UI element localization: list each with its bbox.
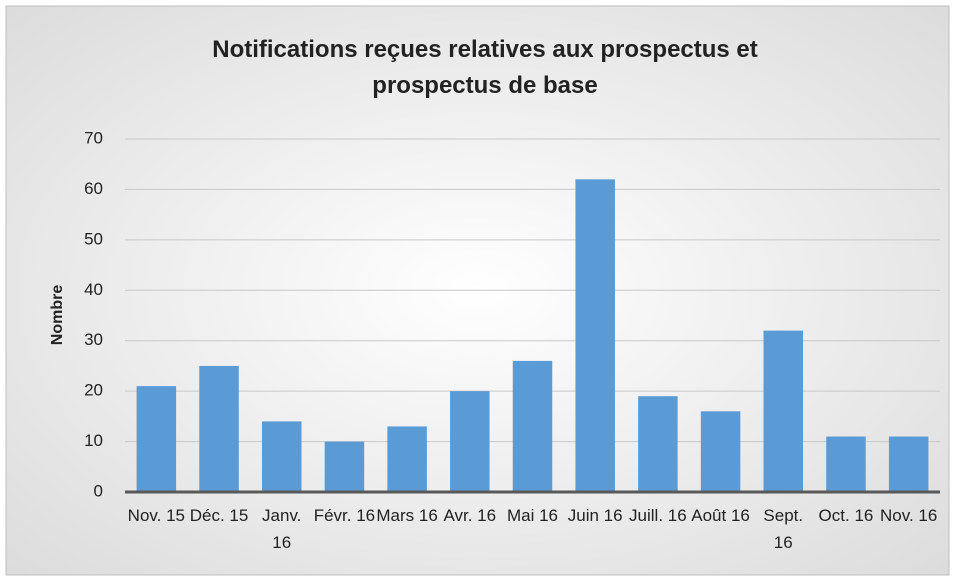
x-tick-box: Nov. 15	[127, 506, 185, 525]
x-tick-box: Déc. 15	[189, 506, 249, 525]
bar	[387, 426, 427, 492]
bar	[638, 396, 678, 492]
y-tick-label: 20	[84, 381, 103, 400]
y-tick-label: 40	[84, 280, 103, 299]
x-tick-label: Sept. 16	[763, 506, 804, 552]
title-box: Notifications reçues relatives aux prosp…	[212, 36, 758, 99]
y-tick-label: 60	[84, 179, 103, 198]
x-tick-box: Juill. 16	[629, 506, 687, 525]
x-tick-box: Juin 16	[567, 506, 623, 525]
x-tick-box: Août 16	[691, 506, 750, 525]
chart-title: Notifications reçues relatives aux prosp…	[212, 36, 758, 99]
bar	[700, 411, 741, 492]
x-tick-box: Nov. 16	[879, 506, 938, 525]
x-tick-label: Févr. 16	[313, 506, 376, 525]
x-tick-label: Mars 16	[376, 506, 438, 525]
x-tick-label: Nov. 16	[879, 506, 938, 525]
x-tick-box: Sept. 16	[763, 506, 804, 552]
x-tick-label: Août 16	[691, 506, 750, 525]
x-tick-label: Déc. 15	[189, 506, 249, 525]
x-tick-label: Avr. 16	[443, 506, 497, 525]
bar	[136, 386, 177, 492]
y-tick-label: 10	[84, 431, 103, 450]
x-tick-box: Mai 16	[506, 506, 558, 525]
bar	[324, 441, 365, 492]
x-tick-box: Avr. 16	[443, 506, 497, 525]
bar	[888, 436, 929, 492]
bar	[450, 391, 490, 492]
x-tick-box: Oct. 16	[818, 506, 874, 525]
x-tick-label: Mai 16	[506, 506, 558, 525]
x-tick-label: Oct. 16	[818, 506, 874, 525]
y-tick-label: 70	[84, 128, 103, 147]
bar	[199, 365, 239, 492]
x-tick-label: Nov. 15	[127, 506, 185, 525]
x-tick-box: Janv. 16	[262, 506, 302, 552]
y-tick-label: 0	[94, 481, 103, 500]
bar	[763, 330, 804, 492]
y-tick-label: 50	[84, 229, 103, 248]
bar	[512, 360, 553, 492]
bar	[826, 436, 866, 492]
y-tick-label: 30	[84, 330, 103, 349]
bar	[261, 421, 302, 492]
x-tick-box: Mars 16	[376, 506, 438, 525]
x-tick-label: Juill. 16	[629, 506, 687, 525]
x-tick-label: Juin 16	[567, 506, 623, 525]
x-tick-label: Janv. 16	[262, 506, 302, 552]
x-tick-box: Févr. 16	[313, 506, 376, 525]
y-axis-label: Nombre	[49, 285, 66, 346]
bar	[575, 179, 615, 493]
